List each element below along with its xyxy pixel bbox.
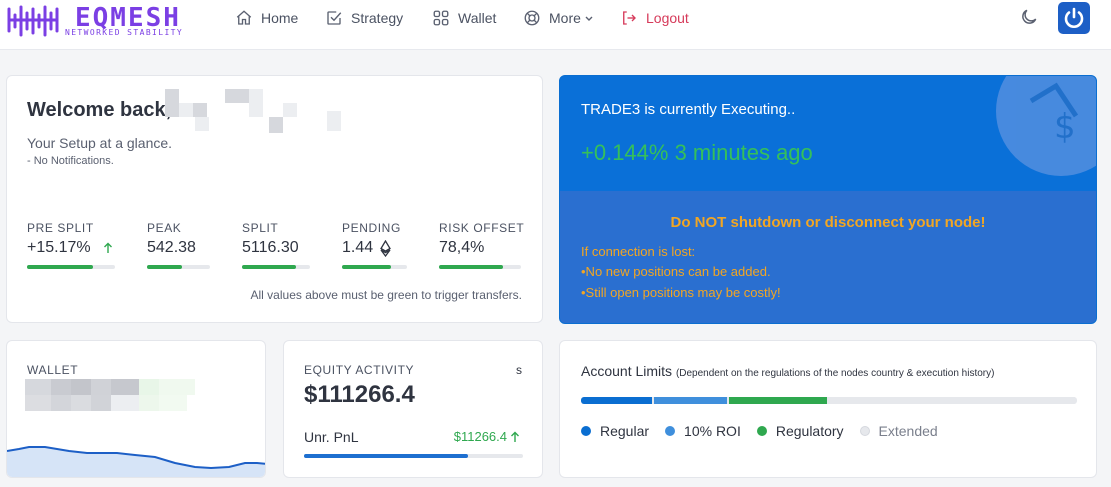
limits-subtitle: (Dependent on the regulations of the nod… (675, 368, 995, 379)
stat-pending: PENDING 1.44 (342, 221, 407, 269)
nav-strategy[interactable]: Strategy (325, 8, 403, 28)
welcome-card: Welcome back, Your Setup at a glance. - … (6, 75, 543, 323)
stat-pre-split: PRE SPLIT +15.17% (27, 221, 115, 269)
legend-dot (756, 426, 767, 436)
stat-value: 1.44 (342, 239, 374, 256)
welcome-title: Welcome back, (27, 99, 172, 121)
legend-item-regular: Regular (581, 423, 649, 439)
equity-activity-card: EQUITY ACTIVITY s $111266.4 Unr. PnL $11… (283, 340, 543, 478)
equity-progress-bar (304, 454, 523, 458)
home-icon (236, 10, 252, 25)
warning-line: If connection is lost: (581, 244, 696, 259)
legend-dot (665, 426, 676, 436)
account-limits-card: Account Limits (Dependent on the regulat… (559, 340, 1097, 478)
chevron-down-icon (585, 16, 593, 21)
limits-title: Account Limits (581, 363, 673, 379)
nav-home[interactable]: Home (235, 8, 298, 28)
top-navbar: EQMESH NETWORKED STABILITY Home Strategy… (0, 0, 1111, 50)
nav-strategy-label: Strategy (351, 10, 404, 26)
arrow-up-icon (103, 242, 112, 253)
stat-peak: PEAK 542.38 (147, 221, 210, 269)
limits-legend: Regular 10% ROI Regulatory Extended (581, 423, 954, 439)
legend-label: Regular (600, 423, 650, 439)
legend-label: Extended (878, 423, 938, 439)
stat-progress-bar (147, 265, 210, 269)
brand-tagline: NETWORKED STABILITY (65, 28, 184, 37)
stat-progress-bar (439, 265, 521, 269)
arrow-up-icon (511, 431, 519, 442)
logout-icon (623, 11, 636, 25)
nav-more-label: More (549, 10, 581, 26)
checkbox-icon (327, 11, 342, 25)
lifebuoy-icon (524, 10, 540, 26)
legend-label: 10% ROI (684, 423, 741, 439)
stat-progress-bar (342, 265, 407, 269)
nav-home-label: Home (261, 10, 299, 26)
nav-logout-label: Logout (646, 10, 689, 26)
notifications-text: - No Notifications. (27, 155, 114, 167)
equity-value: $111266.4 (304, 381, 415, 408)
dollar-badge-icon: $ (996, 76, 1096, 176)
limit-segment-roi (653, 397, 727, 404)
stat-value: 5116.30 (242, 239, 299, 256)
stat-progress-bar (27, 265, 115, 269)
warning-line: •Still open positions may be costly! (581, 285, 781, 300)
stat-label: PEAK (147, 221, 182, 235)
moon-icon (1022, 9, 1037, 24)
power-icon (1064, 7, 1084, 28)
legend-dot (859, 426, 870, 436)
grid-icon (433, 10, 449, 26)
stat-value: 78,4% (439, 239, 485, 256)
limit-segment-regular (581, 397, 652, 404)
legend-item-regulatory: Regulatory (756, 423, 844, 439)
stat-split: SPLIT 5116.30 (242, 221, 310, 269)
svg-text:$: $ (1054, 107, 1076, 147)
nav-wallet[interactable]: Wallet (432, 8, 496, 28)
wallet-card[interactable]: WALLET (6, 340, 266, 478)
stat-label: PRE SPLIT (27, 221, 94, 235)
stat-progress-bar (242, 265, 310, 269)
wallet-label: WALLET (27, 363, 79, 377)
warning-line: •No new positions can be added. (581, 264, 771, 279)
node-warning: Do NOT shutdown or disconnect your node! (670, 214, 986, 231)
nav-wallet-label: Wallet (458, 10, 497, 26)
nav-logout[interactable]: Logout (620, 8, 689, 28)
stat-value: +15.17% (27, 239, 91, 256)
legend-item-extended: Extended (859, 423, 938, 439)
ethereum-icon (380, 239, 392, 257)
dark-mode-toggle[interactable] (1019, 7, 1041, 29)
welcome-subtitle: Your Setup at a glance. (27, 135, 173, 151)
limit-segment-regulatory (728, 397, 827, 404)
limits-stacked-bar (581, 397, 1077, 404)
stat-label: SPLIT (242, 221, 279, 235)
legend-dot (581, 426, 591, 436)
stat-risk-offset: RISK OFFSET 78,4% (439, 221, 525, 269)
stat-label: PENDING (342, 221, 401, 235)
trade-status: +0.144% 3 minutes ago (581, 140, 813, 165)
trade-title: TRADE3 is currently Executing.. (581, 101, 796, 118)
power-button[interactable] (1058, 2, 1090, 34)
stat-label: RISK OFFSET (439, 221, 525, 235)
limit-segment-extended (828, 397, 1075, 404)
nav-more-dropdown[interactable]: More (523, 8, 594, 28)
eqmesh-logo-icon (7, 5, 59, 37)
pnl-label: Unr. PnL (304, 429, 359, 445)
legend-label: Regulatory (775, 423, 844, 439)
pnl-value: $11266.4 (453, 429, 507, 444)
trade-status-card: $ TRADE3 is currently Executing.. +0.144… (559, 75, 1097, 324)
equity-label: EQUITY ACTIVITY (304, 363, 415, 377)
wallet-sparkline-chart (7, 446, 265, 477)
legend-item-roi: 10% ROI (665, 423, 741, 439)
equity-suffix: s (516, 363, 522, 377)
stat-value: 542.38 (147, 239, 196, 256)
brand-name: EQMESH (75, 3, 181, 33)
transfer-note: All values above must be green to trigge… (250, 288, 522, 302)
